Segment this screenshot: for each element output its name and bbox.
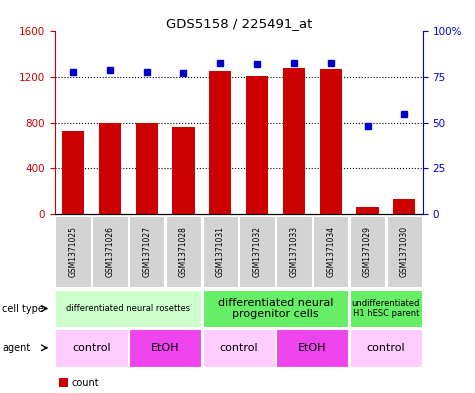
Bar	[320, 69, 342, 214]
Text: control: control	[72, 343, 111, 353]
Text: cell type: cell type	[2, 303, 44, 314]
Text: control: control	[367, 343, 405, 353]
Text: EtOH: EtOH	[151, 343, 180, 353]
Bar	[172, 127, 195, 214]
Bar	[56, 216, 91, 287]
Text: differentiated neural
progenitor cells: differentiated neural progenitor cells	[218, 298, 333, 319]
Text: undifferentiated
H1 hESC parent: undifferentiated H1 hESC parent	[352, 299, 420, 318]
Bar	[203, 216, 238, 287]
Bar	[356, 208, 379, 214]
Text: GSM1371030: GSM1371030	[400, 226, 409, 277]
Bar	[283, 68, 305, 214]
Bar	[239, 216, 275, 287]
Text: agent: agent	[2, 343, 30, 353]
Bar	[313, 216, 348, 287]
Bar	[393, 199, 415, 214]
Bar	[136, 123, 158, 214]
Text: GSM1371031: GSM1371031	[216, 226, 225, 277]
Text: GSM1371025: GSM1371025	[68, 226, 77, 277]
Bar	[56, 290, 201, 327]
Bar	[166, 216, 201, 287]
Text: control: control	[219, 343, 258, 353]
Bar	[203, 290, 348, 327]
Title: GDS5158 / 225491_at: GDS5158 / 225491_at	[165, 17, 312, 30]
Bar	[203, 329, 275, 367]
Bar	[129, 329, 201, 367]
Text: GSM1371032: GSM1371032	[253, 226, 262, 277]
Bar	[276, 329, 348, 367]
Text: GSM1371026: GSM1371026	[105, 226, 114, 277]
Text: GSM1371028: GSM1371028	[179, 226, 188, 277]
Bar	[62, 131, 84, 214]
Bar	[99, 123, 121, 214]
Text: GSM1371034: GSM1371034	[326, 226, 335, 277]
Bar	[350, 329, 422, 367]
Text: GSM1371029: GSM1371029	[363, 226, 372, 277]
Bar	[387, 216, 422, 287]
Bar	[350, 290, 422, 327]
Bar	[276, 216, 312, 287]
Bar	[350, 216, 385, 287]
Bar	[209, 72, 231, 214]
Bar	[129, 216, 164, 287]
Bar	[246, 76, 268, 214]
Text: GSM1371033: GSM1371033	[289, 226, 298, 277]
Text: EtOH: EtOH	[298, 343, 327, 353]
Bar	[56, 329, 127, 367]
Text: GSM1371027: GSM1371027	[142, 226, 151, 277]
Bar	[92, 216, 127, 287]
Bar	[59, 378, 68, 387]
Text: differentiated neural rosettes: differentiated neural rosettes	[66, 304, 190, 313]
Text: count: count	[71, 378, 99, 388]
